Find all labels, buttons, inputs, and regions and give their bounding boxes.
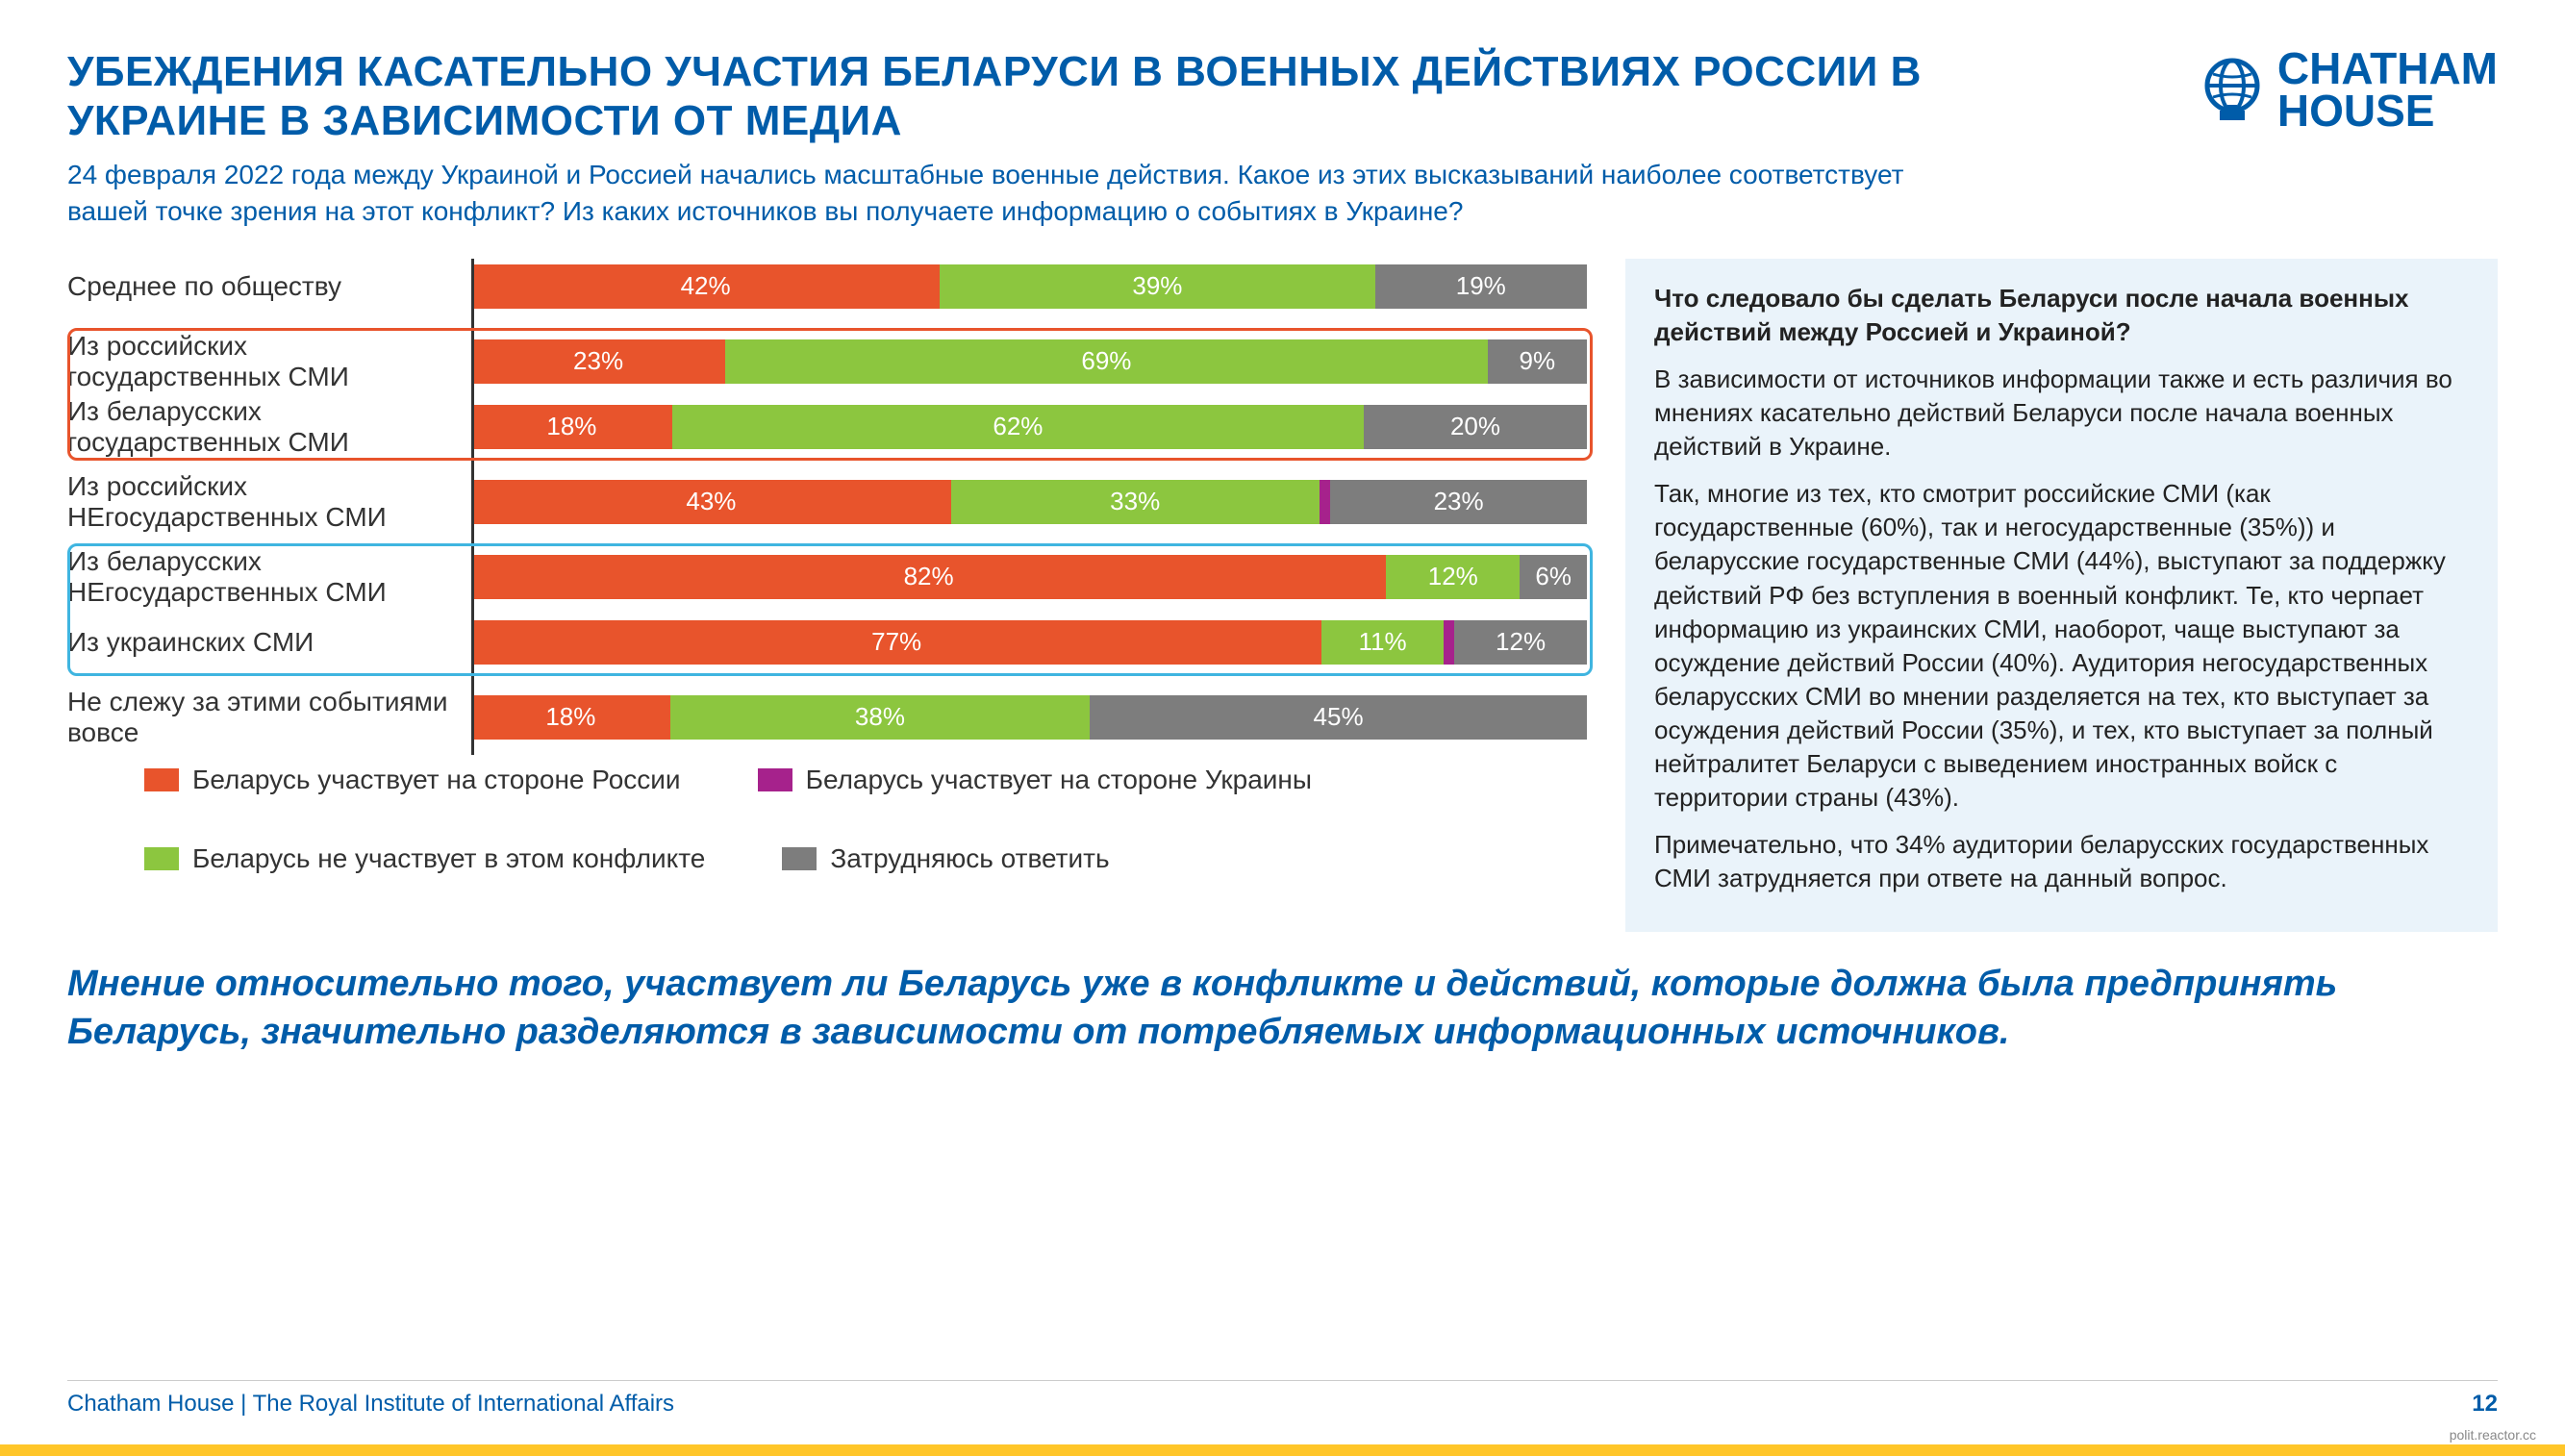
logo-line2: HOUSE xyxy=(2277,90,2498,133)
bar-segment: 20% xyxy=(1364,405,1587,449)
bar-segment: 6% xyxy=(1520,555,1587,599)
bar: 43%33%23% xyxy=(471,480,1587,524)
legend-item: Беларусь участвует на стороне Украины xyxy=(758,765,1312,795)
bar-segment: 77% xyxy=(471,620,1321,665)
sidebox: Что следовало бы сделать Беларуси после … xyxy=(1625,259,2498,933)
legend-label: Беларусь участвует на стороне Украины xyxy=(806,765,1312,795)
bar-segment: 18% xyxy=(471,405,672,449)
footer-org: Chatham House | The Royal Institute of I… xyxy=(67,1391,674,1418)
legend-label: Беларусь не участвует в этом конфликте xyxy=(192,843,705,874)
chart-row: Из российских государственных СМИ23%69%9… xyxy=(67,334,1587,389)
globe-icon xyxy=(2199,57,2266,124)
y-axis xyxy=(471,259,474,755)
page-number: 12 xyxy=(2472,1391,2498,1418)
bar-segment: 33% xyxy=(951,480,1320,524)
page-subtitle: 24 февраля 2022 года между Украиной и Ро… xyxy=(67,157,1972,230)
logo-line1: CHATHAM xyxy=(2277,48,2498,90)
bar: 18%38%45% xyxy=(471,695,1587,740)
bar-segment: 19% xyxy=(1375,264,1587,309)
bar-segment: 39% xyxy=(940,264,1374,309)
chart-row: Из беларусских НЕгосударственных СМИ82%1… xyxy=(67,549,1587,605)
legend: Беларусь участвует на стороне России Бела… xyxy=(144,765,1587,874)
chart-row: Не слежу за этими событиями вовсе18%38%4… xyxy=(67,690,1587,745)
bar: 77%11%12% xyxy=(471,620,1587,665)
bar-segment: 42% xyxy=(471,264,940,309)
bar-segment: 18% xyxy=(471,695,670,740)
row-label: Из беларусских государственных СМИ xyxy=(67,396,471,458)
bar-segment: 12% xyxy=(1386,555,1520,599)
sidebox-p3: Примечательно, что 34% аудитории беларус… xyxy=(1654,828,2469,895)
bar-segment: 38% xyxy=(670,695,1090,740)
footer: Chatham House | The Royal Institute of I… xyxy=(67,1380,2498,1418)
bar: 42%39%19% xyxy=(471,264,1587,309)
bar-segment: 82% xyxy=(471,555,1386,599)
bar: 82%12%6% xyxy=(471,555,1587,599)
logo-text: CHATHAM HOUSE xyxy=(2277,48,2498,132)
row-label: Не слежу за этими событиями вовсе xyxy=(67,687,471,748)
title-block: УБЕЖДЕНИЯ КАСАТЕЛЬНО УЧАСТИЯ БЕЛАРУСИ В … xyxy=(67,48,1991,230)
legend-label: Беларусь участвует на стороне России xyxy=(192,765,681,795)
bar: 23%69%9% xyxy=(471,339,1587,384)
sidebox-p2: Так, многие из тех, кто смотрит российск… xyxy=(1654,477,2469,815)
watermark: polit.reactor.cc xyxy=(2450,1427,2536,1443)
sidebox-p1: В зависимости от источников информации т… xyxy=(1654,363,2469,464)
legend-item: Беларусь не участвует в этом конфликте xyxy=(144,843,705,874)
content: Среднее по обществу42%39%19%Из российски… xyxy=(67,259,2498,933)
chart-row: Из беларусских государственных СМИ18%62%… xyxy=(67,399,1587,455)
yellow-accent-bar xyxy=(0,1444,2565,1456)
bar-segment: 69% xyxy=(725,339,1487,384)
legend-swatch xyxy=(144,768,179,791)
chart-area: Среднее по обществу42%39%19%Из российски… xyxy=(67,259,1587,933)
bar: 18%62%20% xyxy=(471,405,1587,449)
bar-segment: 9% xyxy=(1488,339,1587,384)
chatham-house-logo: CHATHAM HOUSE xyxy=(2199,48,2498,132)
page-title: УБЕЖДЕНИЯ КАСАТЕЛЬНО УЧАСТИЯ БЕЛАРУСИ В … xyxy=(67,48,1991,145)
legend-item: Затрудняюсь ответить xyxy=(782,843,1109,874)
legend-swatch xyxy=(144,847,179,870)
legend-label: Затрудняюсь ответить xyxy=(830,843,1109,874)
legend-swatch xyxy=(758,768,792,791)
bar-segment: 23% xyxy=(471,339,725,384)
row-label: Из российских государственных СМИ xyxy=(67,331,471,392)
row-label: Из украинских СМИ xyxy=(67,627,471,658)
bar-segment xyxy=(1444,620,1454,665)
legend-item: Беларусь участвует на стороне России xyxy=(144,765,681,795)
row-label: Из беларусских НЕгосударственных СМИ xyxy=(67,546,471,608)
bar-segment: 12% xyxy=(1454,620,1587,665)
bar-segment: 62% xyxy=(672,405,1364,449)
bar-segment: 45% xyxy=(1090,695,1587,740)
bar-segment: 11% xyxy=(1321,620,1443,665)
bar-segment: 23% xyxy=(1330,480,1587,524)
row-label: Среднее по обществу xyxy=(67,271,471,302)
header: УБЕЖДЕНИЯ КАСАТЕЛЬНО УЧАСТИЯ БЕЛАРУСИ В … xyxy=(67,48,2498,230)
row-label: Из российских НЕгосударственных СМИ xyxy=(67,471,471,533)
chart-row: Среднее по обществу42%39%19% xyxy=(67,259,1587,314)
sidebox-title: Что следовало бы сделать Беларуси после … xyxy=(1654,282,2469,349)
bar-segment: 43% xyxy=(471,480,951,524)
chart-row: Из украинских СМИ77%11%12% xyxy=(67,615,1587,670)
legend-swatch xyxy=(782,847,817,870)
chart-row: Из российских НЕгосударственных СМИ43%33… xyxy=(67,474,1587,530)
bar-segment xyxy=(1320,480,1331,524)
conclusion: Мнение относительно того, участвует ли Б… xyxy=(67,961,2376,1056)
